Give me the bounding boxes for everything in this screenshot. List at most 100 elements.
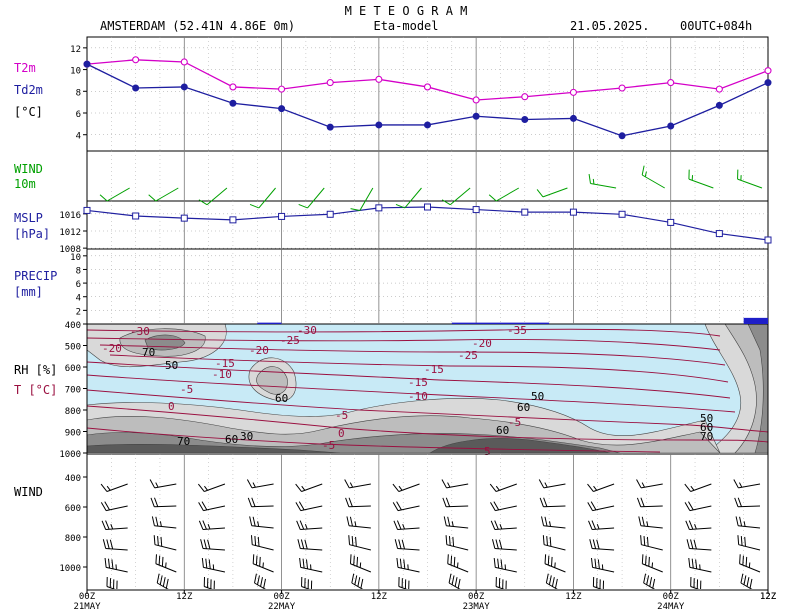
wind-barb xyxy=(301,576,313,589)
barb-flag xyxy=(104,501,110,511)
barb-flag xyxy=(392,502,399,511)
rh-contour-label: 60 xyxy=(700,421,713,434)
td2m-point xyxy=(764,79,772,87)
mslp-point xyxy=(667,218,675,226)
wind-barb xyxy=(396,557,420,573)
barb-flag xyxy=(207,523,211,530)
wind-barb xyxy=(588,174,617,189)
barb-staff xyxy=(301,483,323,492)
y-tick-label: 400 xyxy=(65,321,81,331)
barb-staff xyxy=(204,483,226,492)
barb-staff xyxy=(446,483,469,489)
td2m-point xyxy=(618,132,626,140)
barb-flag xyxy=(495,539,499,549)
wind-barb xyxy=(541,516,566,529)
wind-barb xyxy=(201,557,226,573)
mslp-point xyxy=(618,210,626,218)
barb-flag xyxy=(395,203,405,209)
rh-contour-label: 50 xyxy=(700,412,713,425)
barb-flag xyxy=(641,165,645,176)
contour-label: -30 xyxy=(130,325,150,338)
td2m-point xyxy=(472,112,480,120)
barb-flag xyxy=(448,573,452,584)
barb-flag xyxy=(688,520,694,530)
barb-flag xyxy=(490,502,496,511)
barb-flag xyxy=(396,501,402,511)
barb-staff xyxy=(689,566,712,573)
barb-flag xyxy=(737,535,740,545)
barb-staff xyxy=(640,525,663,529)
t2m-label: T2m xyxy=(14,61,36,75)
wind-barb xyxy=(441,187,471,206)
contour-label: -15 xyxy=(424,363,444,376)
barb-flag xyxy=(593,485,598,491)
mslp-point xyxy=(83,206,91,214)
barb-flag xyxy=(110,523,114,530)
barb-staff xyxy=(738,544,761,551)
barb-flag xyxy=(597,559,600,569)
barb-flag xyxy=(536,189,544,198)
barb-flag xyxy=(591,520,597,530)
precip-bar xyxy=(257,322,282,324)
barb-flag xyxy=(740,536,743,546)
barb-staff xyxy=(543,544,566,551)
barb-flag xyxy=(543,497,548,507)
wind-profile-barbs xyxy=(100,479,761,589)
barb-flag xyxy=(594,558,597,569)
barb-flag xyxy=(448,536,451,546)
wind-barb xyxy=(686,539,712,551)
barb-flag xyxy=(544,554,547,564)
barb-staff xyxy=(300,566,323,573)
y-tick-label: 1000 xyxy=(59,564,81,574)
barb-flag xyxy=(493,501,500,511)
barb-staff xyxy=(688,178,714,189)
barb-flag xyxy=(641,554,644,564)
y-tick-label: 1012 xyxy=(59,228,81,238)
barb-flag xyxy=(690,539,694,549)
barb-flag xyxy=(451,521,454,527)
wind-barb xyxy=(392,501,420,512)
temperature-series xyxy=(83,56,772,140)
barb-staff xyxy=(641,174,665,189)
barb-flag xyxy=(592,178,595,185)
wind-barb xyxy=(198,187,228,206)
td2m-point xyxy=(715,101,723,109)
barb-flag xyxy=(105,520,110,530)
barb-flag xyxy=(547,555,550,566)
wind-barb xyxy=(587,483,615,492)
mslp-series xyxy=(83,203,772,244)
barb-flag xyxy=(254,573,257,584)
barb-staff xyxy=(544,563,566,573)
barb-flag xyxy=(641,482,645,488)
barb-staff xyxy=(446,544,469,551)
barb-staff xyxy=(495,586,505,589)
rh-contour-label: 50 xyxy=(531,390,544,403)
barb-flag xyxy=(735,516,739,526)
barb-staff xyxy=(254,582,266,589)
wind-barb xyxy=(100,483,128,492)
barb-flag xyxy=(443,516,447,526)
t2m-point xyxy=(569,88,577,96)
wind-barb xyxy=(545,573,558,589)
barb-staff xyxy=(640,505,663,508)
barb-flag xyxy=(156,573,160,584)
barb-flag xyxy=(297,539,301,549)
wind-barb xyxy=(351,573,364,589)
barb-staff xyxy=(349,544,371,551)
barb-staff xyxy=(543,525,566,529)
rh-contour-label: 50 xyxy=(165,359,178,372)
barb-flag xyxy=(204,485,208,491)
wind-barb xyxy=(442,497,469,508)
wind-barb xyxy=(200,539,225,551)
barb-flag xyxy=(106,539,110,549)
barb-staff xyxy=(593,586,602,589)
y-tick-label: 6 xyxy=(76,110,81,120)
y-tick-label: 600 xyxy=(65,364,81,374)
barb-flag xyxy=(648,556,650,567)
barb-flag xyxy=(159,575,163,585)
barb-staff xyxy=(496,187,520,202)
rh-contour-label: 30 xyxy=(240,430,253,443)
barb-flag xyxy=(495,485,500,491)
barb-flag xyxy=(295,502,302,511)
barb-flag xyxy=(398,485,403,491)
